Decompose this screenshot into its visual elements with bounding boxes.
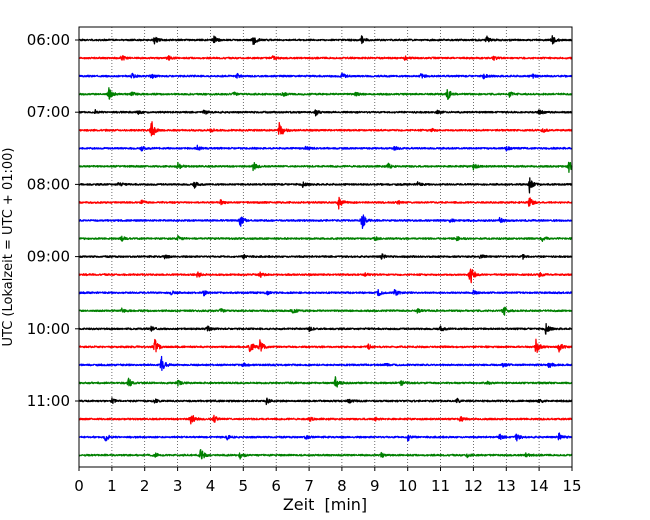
x-tick-label: 1	[107, 477, 117, 495]
trace-row	[78, 35, 573, 45]
x-tick-label: 3	[173, 477, 183, 495]
x-tick-label: 5	[239, 477, 249, 495]
x-tick-label: 15	[562, 477, 581, 495]
x-tick-label: 12	[464, 477, 483, 495]
trace-row	[78, 144, 573, 152]
trace-row	[78, 306, 573, 316]
trace-series-group	[78, 35, 573, 460]
trace-row	[78, 338, 573, 354]
x-axis-label: Zeit [min]	[283, 495, 367, 514]
trace-row	[78, 196, 573, 210]
x-tick-label: 4	[206, 477, 216, 495]
trace-row	[78, 397, 573, 406]
trace-row	[78, 109, 573, 117]
x-tick-label: 7	[304, 477, 314, 495]
y-tick-label: 10:00	[27, 320, 70, 338]
y-axis-label: UTC (Lokalzeit = UTC + 01:00)	[1, 148, 16, 347]
y-tick-label: 08:00	[27, 175, 70, 193]
y-tick-label: 09:00	[27, 248, 70, 266]
trace-row	[78, 355, 573, 372]
trace-row	[78, 177, 573, 194]
x-tick-label: 11	[431, 477, 450, 495]
trace-row	[78, 253, 573, 260]
trace-row	[78, 161, 573, 173]
trace-row	[78, 449, 573, 460]
trace-row	[78, 432, 573, 442]
x-tick-label: 9	[370, 477, 380, 495]
plot-frame	[78, 26, 573, 468]
trace-row	[78, 288, 573, 297]
x-tick-label: 10	[398, 477, 417, 495]
trace-row	[78, 414, 573, 425]
x-tick-label: 8	[337, 477, 347, 495]
y-tick-label: 06:00	[27, 31, 70, 49]
trace-row	[78, 235, 573, 242]
trace-row	[78, 376, 573, 388]
x-tick-label: 13	[497, 477, 516, 495]
trace-row	[78, 323, 573, 335]
y-tick-label: 11:00	[27, 392, 70, 410]
trace-row	[78, 87, 573, 100]
x-tick-label: 6	[271, 477, 281, 495]
trace-row	[78, 268, 573, 284]
trace-row	[78, 214, 573, 229]
y-tick-label: 07:00	[27, 103, 70, 121]
trace-row	[78, 72, 573, 80]
vertical-gridlines	[111, 27, 540, 467]
x-tick-label: 14	[530, 477, 549, 495]
trace-row	[78, 121, 573, 137]
trace-row	[78, 55, 573, 61]
x-tick-label: 2	[140, 477, 150, 495]
x-tick-label: 0	[74, 477, 84, 495]
y-axis-ticks: 06:00 07:00 08:00 09:00 10:00 11:00	[27, 31, 79, 410]
x-axis-ticks: 0 1 2 3 4 5 6 7 8 9 10 11 12 13 14 15	[74, 467, 582, 495]
